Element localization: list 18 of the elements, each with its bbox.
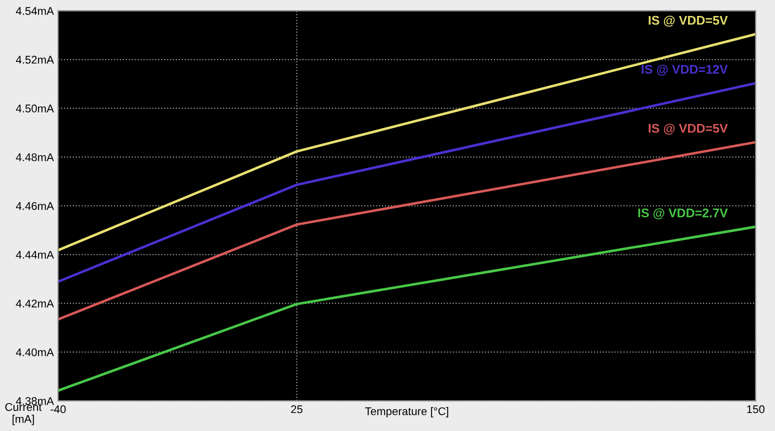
- y-axis-title: Current [mA]: [5, 403, 42, 426]
- y-tick-label: 4.40mA: [16, 348, 54, 356]
- y-tick-label: 4.44mA: [16, 250, 54, 259]
- series-label: IS @ VDD=5V: [648, 16, 728, 27]
- y-tick-label: 4.46mA: [16, 202, 54, 210]
- x-axis-title: Temperature [°C]: [365, 407, 448, 418]
- y-tick-label: 4.42mA: [16, 300, 54, 308]
- y-tick-label: 4.50mA: [16, 104, 54, 112]
- y-tick-label: 4.54mA: [16, 7, 54, 15]
- series-label: IS @ VDD=5V: [648, 124, 728, 135]
- y-tick-label: 4.48mA: [16, 153, 54, 162]
- series-label: IS @ VDD=12V: [642, 64, 728, 76]
- y-tick-label: 4.38mA: [16, 397, 54, 405]
- x-tick-label: 150: [747, 405, 764, 414]
- x-tick-label: 25: [291, 405, 302, 414]
- x-tick-label: -40: [50, 405, 66, 414]
- series-label: IS @ VDD=2.7V: [638, 208, 728, 220]
- y-tick-label: 4.52mA: [16, 56, 54, 64]
